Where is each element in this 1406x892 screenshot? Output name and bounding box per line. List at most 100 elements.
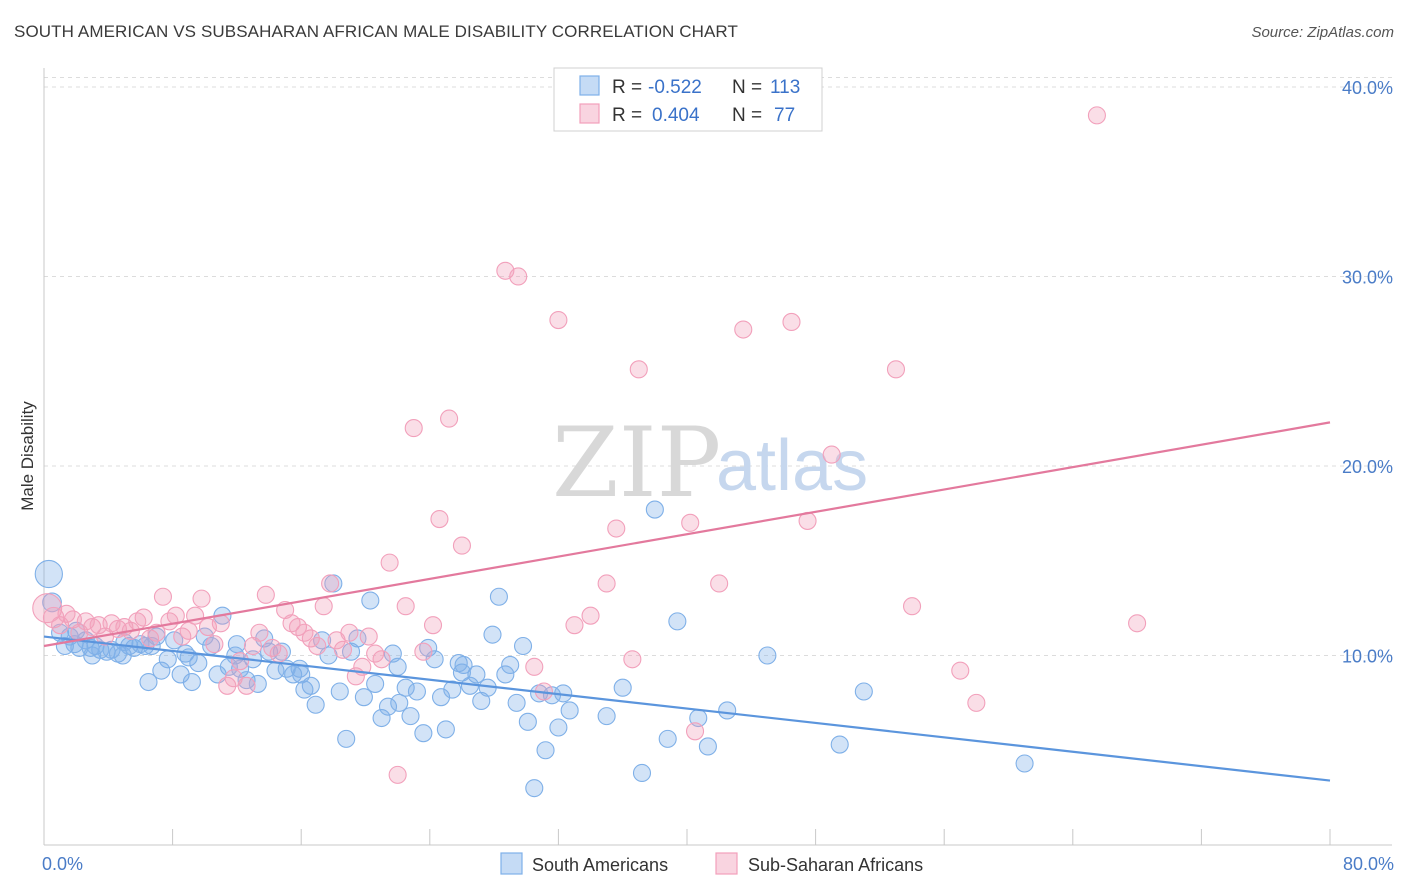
point-subsaharan bbox=[153, 587, 173, 606]
point-subsaharan bbox=[269, 644, 288, 663]
legend-r-value: -0.522 bbox=[648, 77, 702, 98]
point-south-americans bbox=[436, 720, 455, 739]
point-subsaharan bbox=[308, 636, 327, 656]
legend-n-value: 77 bbox=[774, 105, 795, 126]
trend-lines bbox=[43, 421, 1331, 782]
trend-line-subsaharan bbox=[43, 421, 1331, 648]
point-subsaharan bbox=[380, 553, 399, 572]
point-south-americans bbox=[152, 661, 171, 680]
point-subsaharan bbox=[301, 629, 320, 648]
trend-line-south-americans bbox=[43, 635, 1331, 782]
point-south-americans bbox=[496, 665, 515, 684]
point-subsaharan bbox=[440, 409, 459, 428]
point-south-americans bbox=[34, 559, 63, 589]
point-subsaharan bbox=[231, 652, 250, 671]
bottom-legend-swatch-subsaharan bbox=[715, 852, 738, 875]
point-subsaharan bbox=[597, 574, 616, 593]
point-south-americans bbox=[454, 655, 473, 675]
point-subsaharan bbox=[340, 623, 359, 642]
point-south-americans bbox=[388, 657, 407, 676]
point-subsaharan bbox=[581, 606, 600, 625]
point-subsaharan bbox=[388, 765, 407, 784]
point-subsaharan bbox=[404, 419, 423, 438]
point-south-americans bbox=[645, 500, 664, 519]
y-tick-label: 10.0% bbox=[1342, 646, 1393, 666]
point-south-americans bbox=[390, 693, 409, 712]
point-subsaharan bbox=[192, 589, 211, 608]
legend-n-value: 113 bbox=[770, 77, 800, 98]
grid-lines bbox=[44, 76, 1392, 656]
point-south-americans bbox=[658, 729, 677, 748]
point-subsaharan bbox=[250, 623, 269, 642]
point-subsaharan bbox=[951, 661, 970, 680]
point-south-americans bbox=[518, 712, 537, 731]
point-south-americans bbox=[330, 682, 349, 701]
point-subsaharan bbox=[147, 623, 166, 642]
point-subsaharan bbox=[237, 676, 256, 695]
bottom-legend: South Americans Sub-Saharan Africans bbox=[500, 852, 923, 875]
point-south-americans bbox=[147, 627, 166, 646]
point-subsaharan bbox=[372, 650, 391, 669]
legend-r-label: R = bbox=[612, 105, 642, 126]
legend-swatch-south-americans bbox=[579, 75, 600, 96]
y-tick-labels: 10.0% 20.0% 30.0% 40.0% bbox=[1342, 78, 1393, 667]
point-subsaharan bbox=[423, 616, 443, 635]
point-subsaharan bbox=[134, 608, 153, 627]
point-south-americans bbox=[83, 646, 102, 665]
point-subsaharan bbox=[509, 267, 528, 286]
point-south-americans bbox=[467, 665, 486, 684]
point-subsaharan bbox=[607, 519, 626, 538]
point-south-americans bbox=[378, 697, 398, 716]
y-tick-label: 40.0% bbox=[1342, 78, 1393, 98]
bottom-legend-label-subsaharan: Sub-Saharan Africans bbox=[748, 855, 923, 875]
point-south-americans bbox=[372, 708, 391, 728]
point-subsaharan bbox=[256, 585, 275, 604]
point-south-americans bbox=[549, 718, 568, 737]
point-subsaharan bbox=[314, 597, 333, 616]
point-south-americans bbox=[668, 612, 687, 631]
point-subsaharan bbox=[782, 312, 801, 331]
axes bbox=[43, 68, 1392, 846]
y-tick-label: 20.0% bbox=[1342, 457, 1393, 477]
point-south-americans bbox=[525, 779, 544, 798]
legend-swatch-subsaharan bbox=[579, 103, 600, 124]
point-south-americans bbox=[414, 724, 433, 743]
point-south-americans bbox=[501, 655, 520, 675]
point-subsaharan bbox=[822, 445, 841, 464]
point-subsaharan bbox=[623, 650, 642, 669]
point-subsaharan bbox=[1087, 106, 1106, 125]
point-subsaharan bbox=[333, 640, 353, 659]
point-south-americans bbox=[758, 646, 777, 665]
point-south-americans bbox=[306, 695, 325, 714]
point-south-americans bbox=[513, 636, 533, 656]
chart-title: SOUTH AMERICAN VS SUBSAHARAN AFRICAN MAL… bbox=[14, 22, 738, 41]
point-subsaharan bbox=[710, 574, 729, 593]
point-subsaharan bbox=[734, 320, 753, 339]
bottom-legend-swatch-south-americans bbox=[500, 852, 523, 875]
point-subsaharan bbox=[902, 597, 922, 616]
point-south-americans bbox=[489, 587, 508, 606]
point-south-americans bbox=[483, 625, 502, 644]
point-south-americans bbox=[292, 665, 311, 684]
point-south-americans bbox=[1015, 754, 1034, 773]
point-subsaharan bbox=[681, 513, 700, 532]
point-south-americans bbox=[443, 680, 462, 699]
point-south-americans bbox=[560, 701, 579, 720]
point-south-americans bbox=[401, 707, 420, 726]
point-south-americans bbox=[718, 701, 737, 720]
point-subsaharan bbox=[430, 509, 449, 529]
bottom-legend-label-south-americans: South Americans bbox=[532, 855, 668, 875]
x-tick-label-min: 0.0% bbox=[42, 854, 83, 874]
point-subsaharan bbox=[1128, 614, 1147, 633]
x-tick-label-max: 80.0% bbox=[1343, 854, 1394, 874]
point-subsaharan bbox=[629, 360, 648, 379]
point-south-americans bbox=[698, 737, 717, 756]
point-subsaharan bbox=[359, 627, 378, 646]
y-axis-title: Male Disability bbox=[18, 401, 37, 511]
point-subsaharan bbox=[452, 536, 472, 555]
point-south-americans bbox=[407, 682, 426, 701]
point-south-americans bbox=[396, 678, 415, 697]
point-south-americans bbox=[248, 674, 267, 693]
point-south-americans bbox=[219, 657, 238, 676]
point-south-americans bbox=[613, 678, 632, 697]
